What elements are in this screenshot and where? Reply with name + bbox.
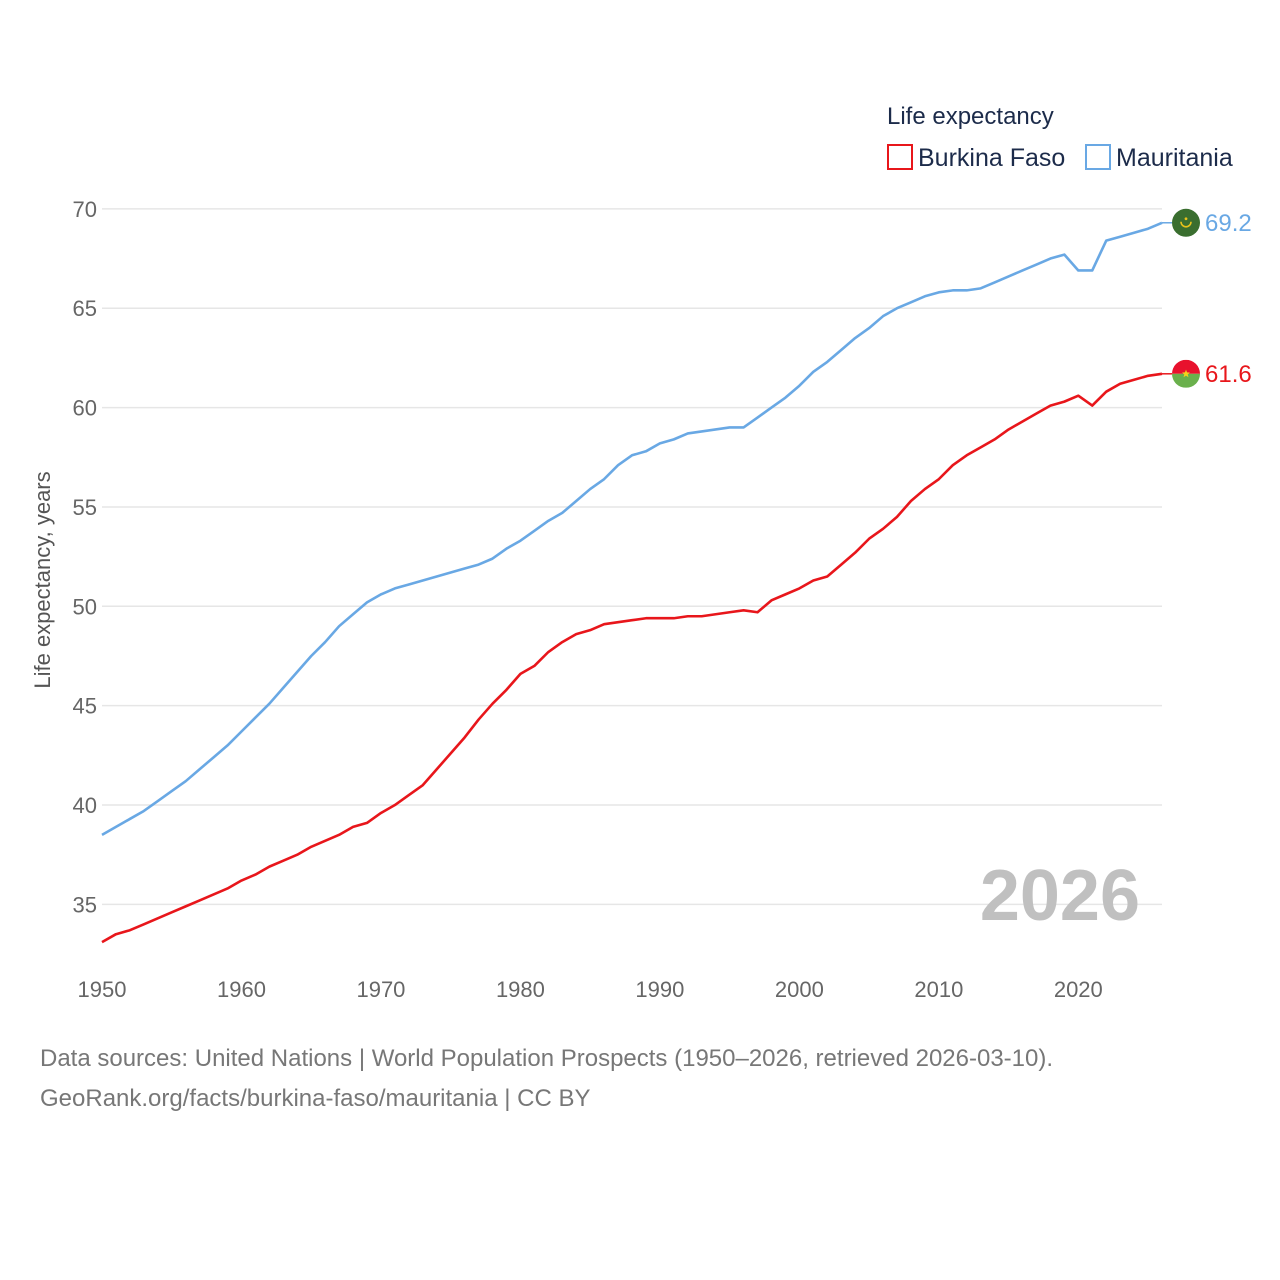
year-watermark: 2026 xyxy=(980,856,1140,936)
x-tick-label-1960: 1960 xyxy=(217,977,266,1002)
legend: Life expectancy Burkina Faso Mauritania xyxy=(887,103,1233,172)
grid-lines xyxy=(102,208,1162,906)
x-tick-label-2000: 2000 xyxy=(775,977,824,1002)
x-tick-label-1980: 1980 xyxy=(496,977,545,1002)
source-link[interactable]: GeoRank.org/facts/burkina-faso/mauritani… xyxy=(40,1085,591,1112)
legend-title: Life expectancy xyxy=(887,103,1054,130)
x-tick-label-1950: 1950 xyxy=(78,977,127,1002)
flag-icon-burkina-faso xyxy=(1172,359,1200,388)
legend-item-mauritania[interactable]: Mauritania xyxy=(1085,144,1233,172)
series-line-mauritania[interactable] xyxy=(101,221,1163,836)
legend-item-burkina-faso[interactable]: Burkina Faso xyxy=(887,144,1065,172)
y-tick-label-50: 50 xyxy=(73,594,97,619)
y-axis-title: Life expectancy, years xyxy=(30,471,55,688)
y-tick-label-70: 70 xyxy=(73,197,97,222)
series-line-burkina-faso[interactable] xyxy=(101,372,1163,944)
x-axis-ticks: 1950 1960 1970 1980 1990 2000 2010 2020 xyxy=(78,977,1103,1002)
legend-swatch-burkina-faso xyxy=(887,144,913,170)
y-tick-label-40: 40 xyxy=(73,793,97,818)
legend-swatch-mauritania xyxy=(1085,144,1111,170)
legend-label-mauritania: Mauritania xyxy=(1116,144,1233,172)
x-tick-label-1970: 1970 xyxy=(356,977,405,1002)
data-sources-note: Data sources: United Nations | World Pop… xyxy=(40,1045,1054,1072)
series-lines xyxy=(101,221,1163,944)
end-value-label-burkina-faso: 61.6 xyxy=(1205,361,1252,388)
x-tick-label-2020: 2020 xyxy=(1054,977,1103,1002)
x-tick-label-1990: 1990 xyxy=(635,977,684,1002)
end-value-label-mauritania: 69.2 xyxy=(1205,210,1252,237)
y-tick-label-45: 45 xyxy=(73,694,97,719)
y-axis-ticks: 35 40 45 50 55 60 65 70 xyxy=(73,197,97,918)
y-tick-label-55: 55 xyxy=(73,495,97,520)
end-markers: 61.6 69.2 xyxy=(1162,208,1252,388)
y-tick-label-35: 35 xyxy=(73,892,97,917)
flag-icon-mauritania xyxy=(1172,208,1200,237)
y-tick-label-60: 60 xyxy=(73,396,97,421)
x-tick-label-2010: 2010 xyxy=(914,977,963,1002)
legend-label-burkina-faso: Burkina Faso xyxy=(918,144,1065,172)
y-tick-label-65: 65 xyxy=(73,296,97,321)
